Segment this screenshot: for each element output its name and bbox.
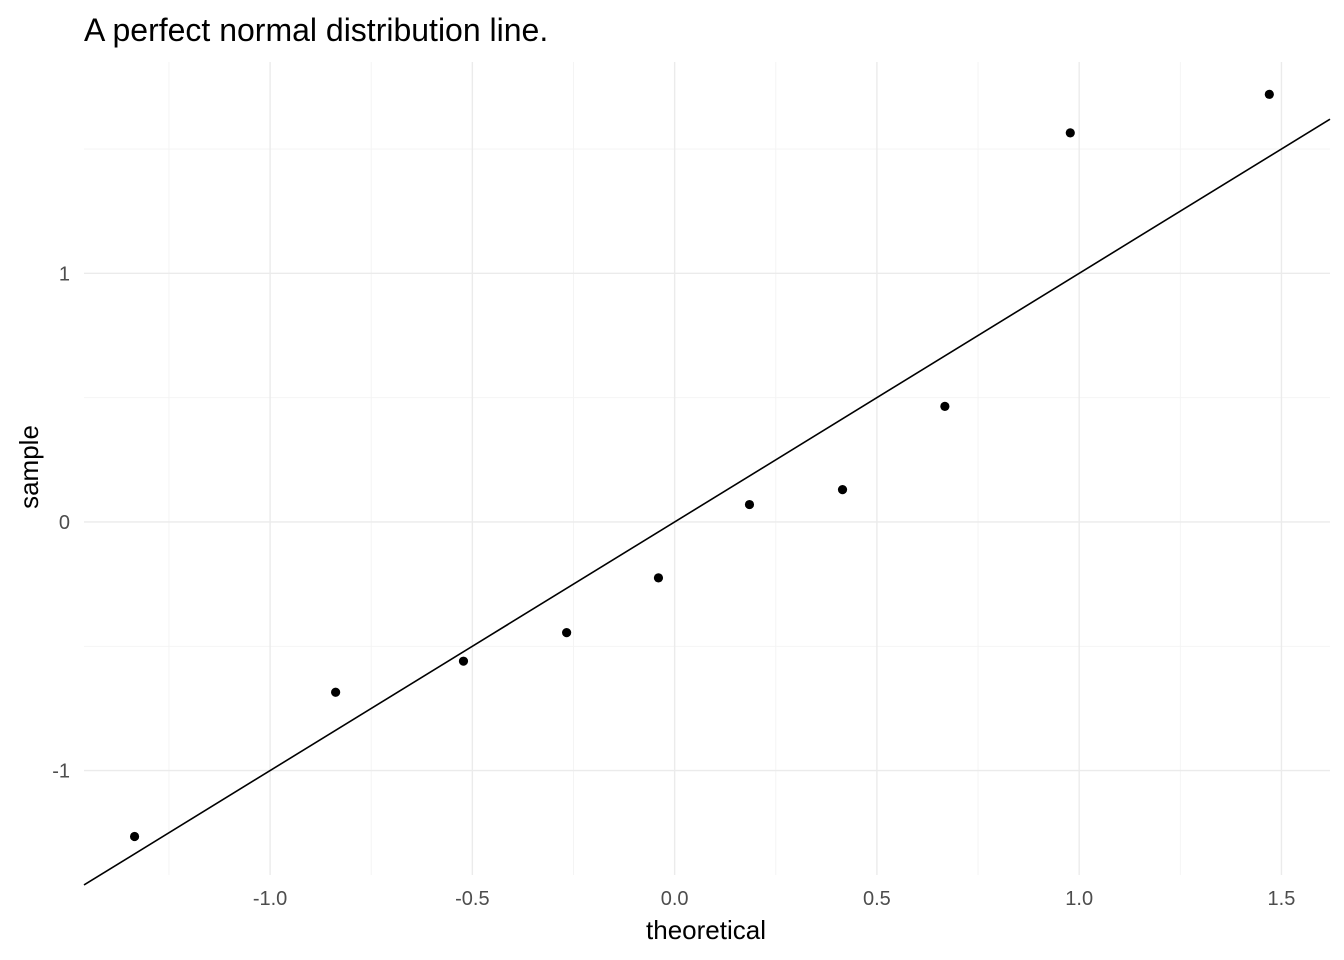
grid-lines (84, 62, 1330, 875)
chart-title: A perfect normal distribution line. (84, 12, 548, 48)
x-tick-label: -1.0 (253, 888, 287, 910)
data-point (562, 627, 572, 638)
y-axis-label: sample (14, 425, 44, 509)
tick-labels: -1.0 -0.5 0.0 0.5 1.0 1.5 -1 0 1 (52, 263, 1295, 910)
x-tick-label: 1.5 (1268, 888, 1296, 910)
data-point (1264, 89, 1274, 99)
reference-line-group (83, 118, 1331, 886)
y-tick-label: -1 (52, 761, 70, 783)
y-tick-label: 0 (59, 512, 70, 534)
x-tick-label: 0.0 (661, 888, 689, 910)
reference-line (83, 118, 1331, 886)
data-point (331, 687, 341, 697)
data-point (940, 401, 950, 411)
data-point (744, 499, 755, 510)
data-point (653, 573, 664, 583)
data-point (837, 485, 848, 495)
y-tick-label: 1 (59, 263, 70, 285)
data-point (129, 831, 140, 842)
x-tick-label: 0.5 (863, 888, 891, 910)
x-tick-label: 1.0 (1065, 888, 1093, 910)
data-point (1065, 128, 1075, 138)
data-point (458, 656, 469, 666)
sample-points (129, 89, 1274, 842)
x-axis-label: theoretical (646, 915, 766, 945)
x-tick-label: -0.5 (455, 888, 489, 910)
